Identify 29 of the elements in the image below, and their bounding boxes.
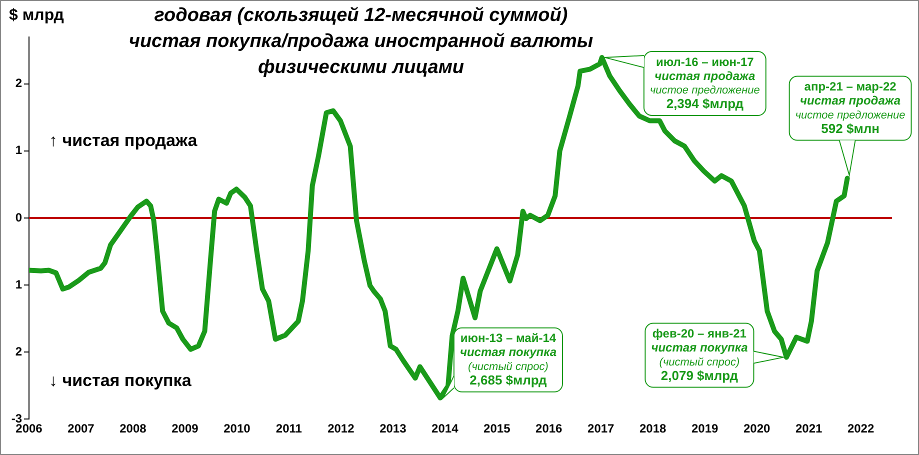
annotation: июн-13 – май-14 чистая покупка (чистый спрос) 2,685 $млрд (460, 331, 557, 388)
annotation: ↓ чистая покупка (49, 371, 192, 391)
annotation: апр-21 – мар-22 чистая продажа чистое предложение 592 $млн (795, 80, 906, 136)
x-tick-label: 2014 (432, 422, 459, 436)
x-tick-label: 2013 (380, 422, 407, 436)
y-axis-title: $ млрд (9, 7, 64, 25)
x-tick-label: 2020 (743, 422, 770, 436)
x-tick-label: 2011 (276, 422, 302, 436)
x-tick-label: 2016 (536, 422, 563, 436)
y-tick-label: 2 (15, 344, 22, 358)
x-tick-label: 2012 (328, 422, 355, 436)
x-tick-label: 2009 (172, 422, 199, 436)
x-tick-label: 2019 (691, 422, 719, 436)
x-tick-label: 2021 (795, 422, 822, 436)
y-tick-label: 1 (15, 143, 22, 158)
x-tick-label: 2018 (640, 422, 667, 436)
annotation: июл-16 – июн-17 чистая продажа чистое предложение 2,394 $млрд (650, 54, 760, 112)
x-tick-label: 2010 (224, 422, 251, 436)
x-tick-label: 2017 (588, 422, 615, 436)
x-tick-label: 2008 (120, 422, 147, 436)
y-tick-label: 1 (15, 277, 22, 292)
annotation: фев-20 – янв-21 чистая покупка (чистый спрос) 2,079 $млрд (651, 326, 748, 383)
x-tick-label: 2015 (484, 422, 511, 436)
annotation: ↑ чистая продажа (49, 131, 198, 151)
y-tick-label: 2 (15, 76, 22, 90)
x-tick-label: 2007 (68, 422, 95, 436)
x-tick-label: 2022 (847, 422, 874, 436)
y-tick-label: 0 (15, 210, 22, 224)
chart-title: годовая (скользящей 12-месячной суммой) чистая покупка/продажа иностранной валюты физическими лицами (128, 4, 594, 80)
